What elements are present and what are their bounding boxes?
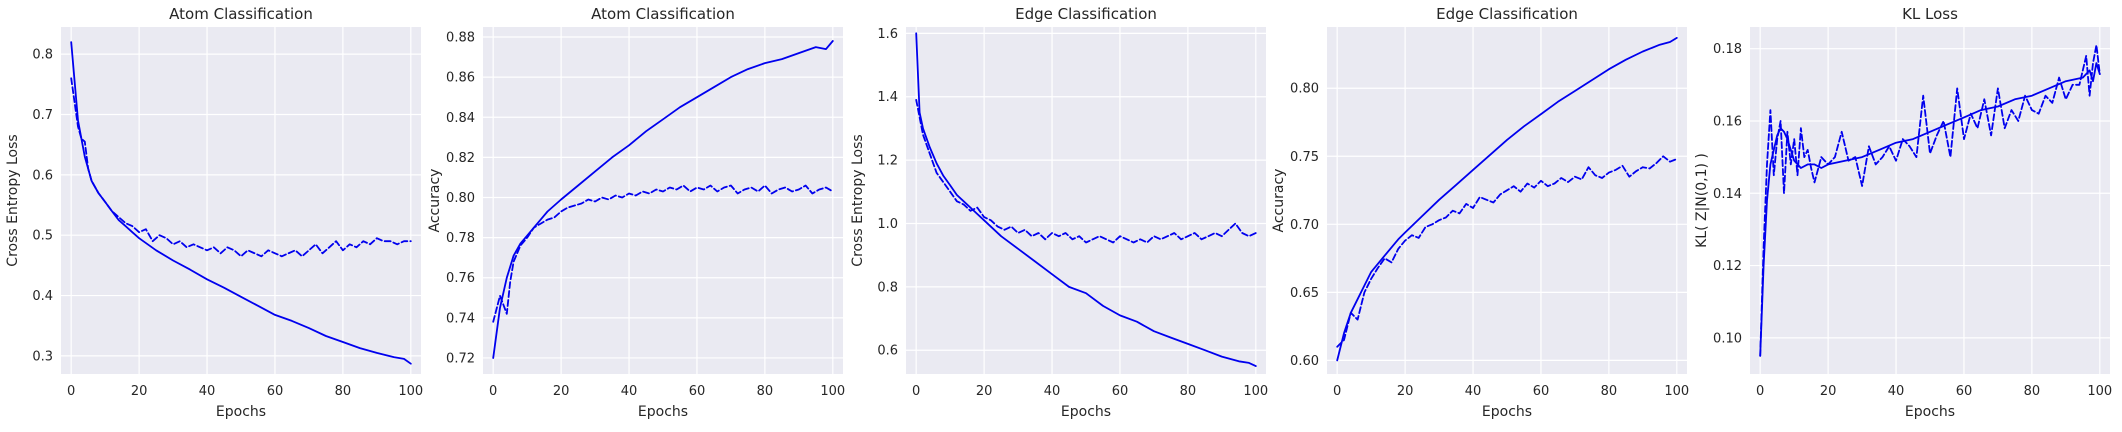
- dashed-series-line: [1336, 155, 1678, 348]
- y-tick-label: 0.82: [446, 151, 475, 166]
- plot-area: [483, 27, 843, 374]
- y-tick-label: 0.4: [32, 289, 53, 304]
- x-tick-label: 100: [2087, 384, 2112, 399]
- x-axis-label: Epochs: [1061, 404, 1111, 420]
- x-tick-label: 80: [1601, 384, 1618, 399]
- chart-panel-5: 0 20 40 60 80 100 0.10 0.12 0.14 0.16 0.18 KL Loss E…: [1694, 5, 2112, 420]
- plot-area: [1750, 27, 2110, 374]
- y-tick-label: 0.84: [446, 111, 475, 126]
- y-tick-label: 0.7: [32, 108, 53, 123]
- y-tick-label: 0.60: [1290, 354, 1319, 369]
- y-tick-label: 0.16: [1713, 114, 1742, 129]
- y-tick-label: 0.18: [1713, 42, 1742, 57]
- solid-series-line: [1336, 37, 1678, 362]
- y-axis-label: KL( Z|N(0,1) ): [1694, 153, 1710, 248]
- y-tick-label: 0.12: [1713, 259, 1742, 274]
- chart-title: Atom Classification: [591, 5, 735, 23]
- solid-series-line: [915, 32, 1257, 368]
- x-axis-label: Epochs: [1905, 404, 1955, 420]
- x-tick-label: 40: [1465, 384, 1482, 399]
- plot-area: [61, 27, 421, 374]
- chart-panel-2: 0 20 40 60 80 100 0.72 0.74 0.76 0.78 0.80 0.82 0.84…: [427, 5, 845, 420]
- y-tick-label: 0.5: [32, 229, 53, 244]
- dashed-series-line: [1759, 44, 2101, 357]
- y-tick-label: 0.6: [32, 168, 53, 183]
- y-tick-label: 0.72: [446, 351, 475, 366]
- chart-title: Edge Classification: [1015, 5, 1157, 23]
- y-tick-label: 0.8: [32, 48, 53, 63]
- x-tick-label: 100: [1664, 384, 1689, 399]
- x-tick-label: 40: [1888, 384, 1905, 399]
- y-tick-label: 0.88: [446, 31, 475, 46]
- x-axis-label: Epochs: [1482, 404, 1532, 420]
- x-tick-label: 20: [131, 384, 148, 399]
- y-tick-label: 0.78: [446, 231, 475, 246]
- y-tick-label: 0.70: [1290, 218, 1319, 233]
- chart-panel-3: 0 20 40 60 80 100 0.6 0.8 1.0 1.2 1.4 1.6 Edge Class…: [850, 5, 1268, 420]
- y-tick-label: 1.0: [877, 217, 898, 232]
- y-tick-label: 1.4: [877, 90, 898, 105]
- x-tick-label: 80: [757, 384, 774, 399]
- dashed-series-line: [915, 99, 1257, 244]
- chart-title: Atom Classification: [169, 5, 313, 23]
- y-tick-label: 1.6: [877, 27, 898, 42]
- y-tick-label: 0.80: [1290, 82, 1319, 97]
- plot-area: [1327, 27, 1687, 374]
- y-tick-label: 0.6: [877, 344, 898, 359]
- x-tick-label: 20: [1820, 384, 1837, 399]
- y-tick-label: 0.10: [1713, 331, 1742, 346]
- y-tick-label: 0.8: [877, 280, 898, 295]
- chart-title: KL Loss: [1902, 5, 1958, 23]
- dashed-series-line: [70, 77, 412, 258]
- chart-title: Edge Classification: [1436, 5, 1578, 23]
- x-tick-label: 60: [1112, 384, 1129, 399]
- y-tick-label: 0.65: [1290, 286, 1319, 301]
- x-axis-label: Epochs: [216, 404, 266, 420]
- x-tick-label: 60: [689, 384, 706, 399]
- chart-panel-4: 0 20 40 60 80 100 0.60 0.65 0.70 0.75 0.80 Edge Cla…: [1271, 5, 1689, 420]
- x-tick-label: 60: [1956, 384, 1973, 399]
- plot-area: [906, 27, 1266, 374]
- x-tick-label: 100: [398, 384, 423, 399]
- x-tick-label: 60: [267, 384, 284, 399]
- y-axis-label: Accuracy: [427, 169, 443, 233]
- x-tick-label: 40: [199, 384, 216, 399]
- x-tick-label: 100: [820, 384, 845, 399]
- x-tick-label: 60: [1533, 384, 1550, 399]
- y-tick-label: 1.2: [877, 154, 898, 169]
- x-tick-label: 0: [912, 384, 920, 399]
- x-tick-label: 80: [335, 384, 352, 399]
- y-tick-label: 0.74: [446, 311, 475, 326]
- y-tick-label: 0.76: [446, 271, 475, 286]
- x-tick-label: 20: [553, 384, 570, 399]
- y-axis-label: Accuracy: [1271, 169, 1287, 233]
- chart-panel-1: 0 20 40 60 80 100 0.3 0.4 0.5 0.6 0.7 0.8 Atom Class…: [5, 5, 423, 420]
- y-tick-label: 0.86: [446, 71, 475, 86]
- x-axis-label: Epochs: [638, 404, 688, 420]
- x-tick-label: 0: [489, 384, 497, 399]
- y-tick-label: 0.80: [446, 191, 475, 206]
- x-tick-label: 80: [1180, 384, 1197, 399]
- y-axis-label: Cross Entropy Loss: [5, 134, 21, 266]
- x-tick-label: 100: [1243, 384, 1268, 399]
- y-axis-label: Cross Entropy Loss: [850, 134, 866, 266]
- x-tick-label: 40: [1044, 384, 1061, 399]
- y-tick-label: 0.14: [1713, 187, 1742, 202]
- x-tick-label: 40: [621, 384, 638, 399]
- x-tick-label: 80: [2024, 384, 2041, 399]
- x-tick-label: 0: [1333, 384, 1341, 399]
- dashed-series-line: [492, 184, 834, 323]
- x-tick-label: 0: [1756, 384, 1764, 399]
- x-tick-label: 0: [67, 384, 75, 399]
- x-tick-label: 20: [976, 384, 993, 399]
- y-tick-label: 0.75: [1290, 150, 1319, 165]
- y-tick-label: 0.3: [32, 349, 53, 364]
- solid-series-line: [492, 40, 834, 359]
- x-tick-label: 20: [1397, 384, 1414, 399]
